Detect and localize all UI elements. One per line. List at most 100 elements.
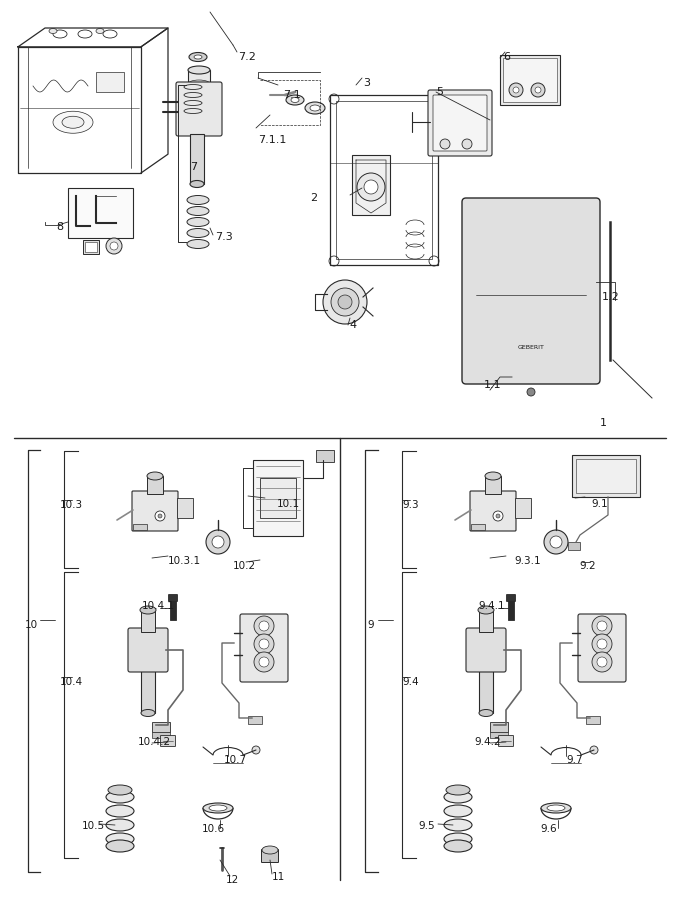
Text: 3: 3 <box>363 78 370 88</box>
Ellipse shape <box>106 791 134 803</box>
Circle shape <box>440 139 450 149</box>
Circle shape <box>550 536 562 548</box>
Text: 9.7: 9.7 <box>566 755 583 765</box>
Text: GEBERIT: GEBERIT <box>517 346 545 350</box>
Text: 10: 10 <box>25 620 38 630</box>
Text: 12: 12 <box>226 875 239 885</box>
Ellipse shape <box>96 29 104 33</box>
Bar <box>253 460 303 536</box>
Circle shape <box>206 530 230 554</box>
Ellipse shape <box>478 606 494 614</box>
Circle shape <box>106 238 122 254</box>
Ellipse shape <box>446 785 470 795</box>
Text: 1.2: 1.2 <box>602 292 619 302</box>
Circle shape <box>254 634 274 654</box>
Text: 1: 1 <box>600 418 607 428</box>
Text: 9.3: 9.3 <box>402 500 419 510</box>
Bar <box>568 542 580 550</box>
Bar <box>500 55 560 105</box>
Circle shape <box>597 657 607 667</box>
Text: 9.3.1: 9.3.1 <box>514 556 541 566</box>
Circle shape <box>509 83 523 97</box>
Ellipse shape <box>108 785 132 795</box>
Ellipse shape <box>187 206 209 215</box>
Text: 7.2: 7.2 <box>238 52 256 62</box>
Bar <box>508 600 514 620</box>
Bar <box>152 722 170 732</box>
Circle shape <box>592 616 612 636</box>
Circle shape <box>158 514 162 518</box>
Text: 10.7: 10.7 <box>224 755 247 765</box>
Text: 5: 5 <box>436 87 443 97</box>
Circle shape <box>259 657 269 667</box>
Bar <box>336 101 432 259</box>
Circle shape <box>110 242 118 250</box>
Text: 10.2: 10.2 <box>233 561 256 571</box>
Circle shape <box>527 388 535 396</box>
Text: 9.2: 9.2 <box>579 561 596 571</box>
Ellipse shape <box>444 840 472 852</box>
Text: 11: 11 <box>272 872 285 882</box>
Bar <box>147 476 163 494</box>
Text: 7.3: 7.3 <box>215 232 233 242</box>
Ellipse shape <box>485 472 501 480</box>
Text: 1.1: 1.1 <box>484 380 502 390</box>
Text: 6: 6 <box>503 52 510 62</box>
Text: 9.4: 9.4 <box>402 677 419 687</box>
Text: 9.5: 9.5 <box>418 821 435 831</box>
FancyBboxPatch shape <box>470 491 516 531</box>
Text: 10.4.1: 10.4.1 <box>142 601 175 611</box>
Circle shape <box>535 87 541 93</box>
Bar <box>152 732 170 738</box>
Text: 7.1: 7.1 <box>283 90 301 100</box>
Circle shape <box>259 621 269 631</box>
Bar <box>572 455 640 497</box>
Text: 10.4: 10.4 <box>60 677 83 687</box>
FancyBboxPatch shape <box>132 491 178 531</box>
Text: 9.1: 9.1 <box>591 499 608 509</box>
Text: 2: 2 <box>310 193 317 203</box>
Ellipse shape <box>187 218 209 227</box>
FancyBboxPatch shape <box>176 82 222 136</box>
Ellipse shape <box>190 181 204 187</box>
Text: 9.4.1: 9.4.1 <box>478 601 505 611</box>
Ellipse shape <box>444 791 472 803</box>
Circle shape <box>254 652 274 672</box>
Circle shape <box>513 87 519 93</box>
Ellipse shape <box>147 472 163 480</box>
Ellipse shape <box>141 664 155 671</box>
FancyBboxPatch shape <box>466 628 506 672</box>
Ellipse shape <box>310 105 320 111</box>
Bar <box>190 134 204 184</box>
Ellipse shape <box>141 709 155 716</box>
Bar <box>188 70 210 84</box>
Circle shape <box>338 295 352 309</box>
Bar <box>85 242 97 252</box>
Bar <box>479 668 493 713</box>
Text: 10.4.2: 10.4.2 <box>138 737 171 747</box>
Text: 10.1: 10.1 <box>277 499 300 509</box>
Bar <box>141 610 155 632</box>
FancyBboxPatch shape <box>128 628 168 672</box>
Circle shape <box>496 514 500 518</box>
Text: 9: 9 <box>367 620 373 630</box>
Bar <box>96 71 124 92</box>
Circle shape <box>323 280 367 324</box>
Ellipse shape <box>187 239 209 248</box>
Circle shape <box>357 173 385 201</box>
Ellipse shape <box>106 840 134 852</box>
Bar <box>177 498 193 518</box>
Ellipse shape <box>49 29 57 33</box>
Ellipse shape <box>291 97 299 103</box>
Ellipse shape <box>188 80 210 88</box>
Ellipse shape <box>444 819 472 831</box>
Circle shape <box>155 511 165 521</box>
Text: 7.1.1: 7.1.1 <box>258 135 286 145</box>
FancyBboxPatch shape <box>462 198 600 384</box>
Ellipse shape <box>62 116 84 128</box>
Bar <box>141 668 155 713</box>
Circle shape <box>597 621 607 631</box>
Bar <box>248 716 262 724</box>
Bar <box>515 498 531 518</box>
Ellipse shape <box>187 229 209 238</box>
